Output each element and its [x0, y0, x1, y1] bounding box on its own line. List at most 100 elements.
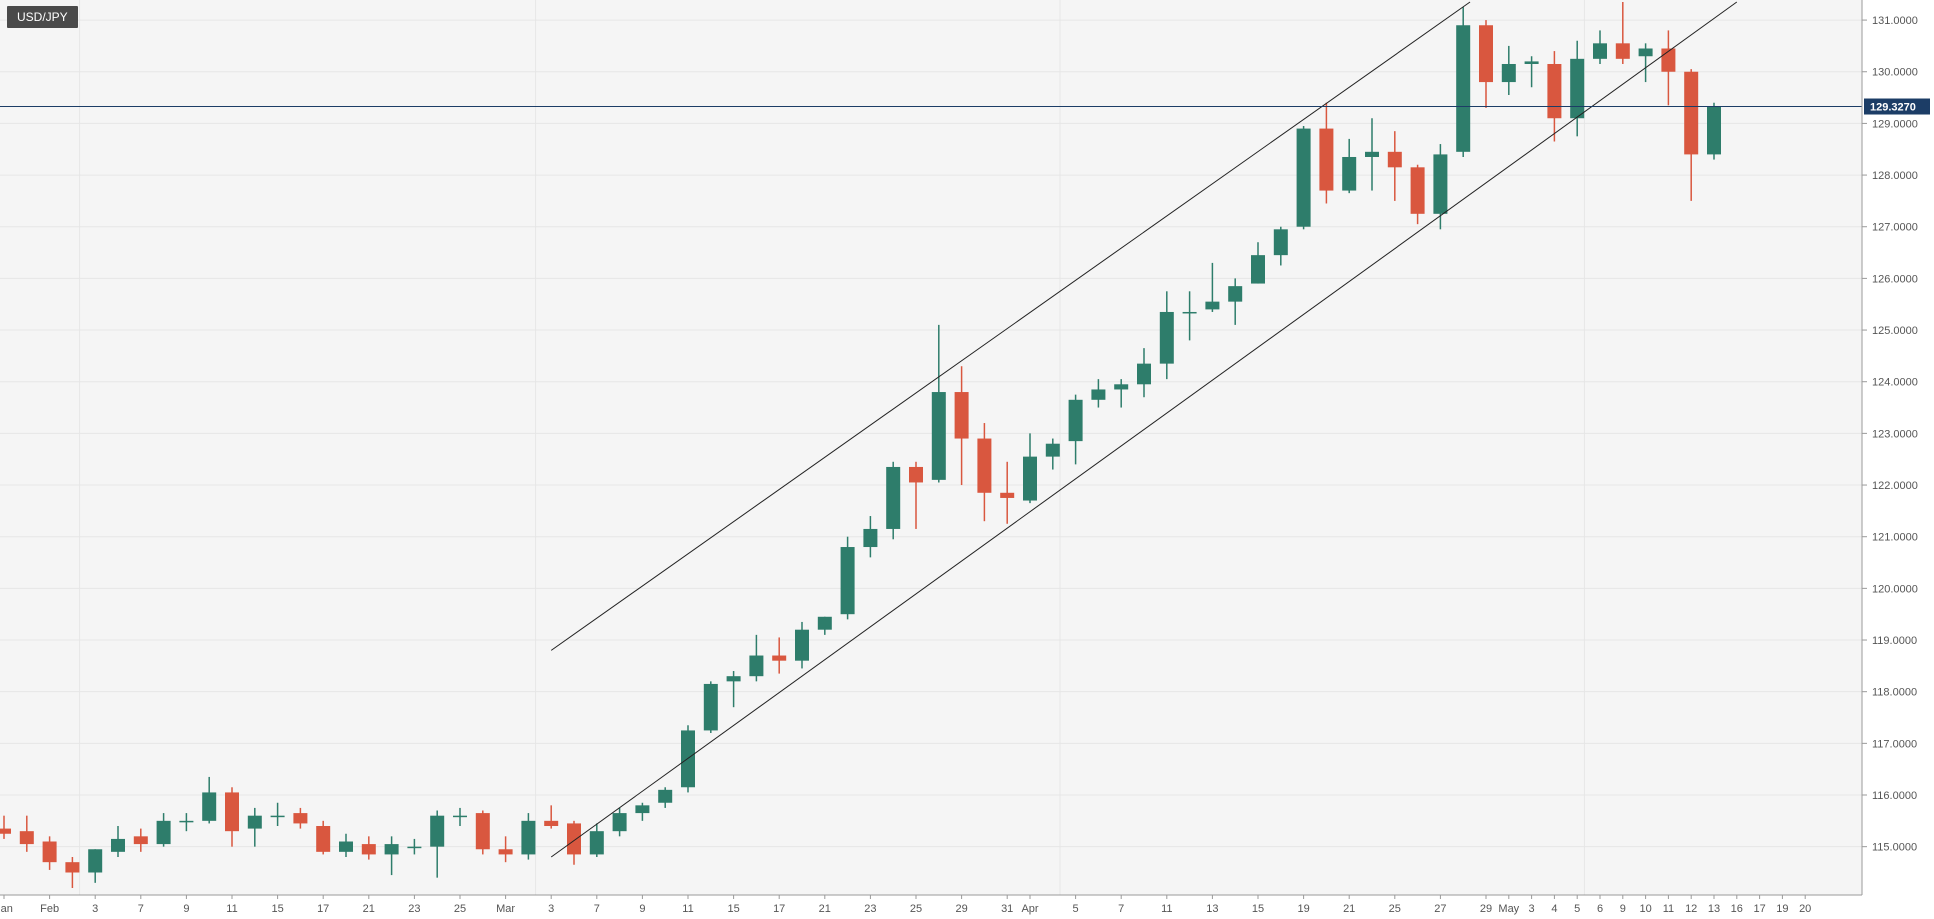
candle-body — [909, 466, 923, 483]
y-tick-label: 130.0000 — [1872, 67, 1918, 79]
x-tick-label: Feb — [40, 903, 59, 915]
candle-body — [247, 815, 262, 829]
candle-body — [1593, 43, 1607, 59]
y-tick-label: 126.0000 — [1872, 273, 1918, 285]
candle — [1182, 291, 1197, 341]
candle — [1273, 226, 1288, 266]
x-tick-label: 11 — [226, 903, 237, 915]
candle — [840, 536, 855, 620]
candle — [1137, 348, 1151, 398]
candle-body — [202, 792, 217, 821]
candle-body — [886, 466, 901, 529]
x-tick-label: 3 — [92, 903, 98, 915]
candle-body — [954, 392, 969, 439]
candle — [1205, 262, 1220, 312]
candle-body — [1000, 492, 1015, 498]
candle — [19, 815, 34, 852]
candle-body — [817, 616, 832, 630]
candle — [498, 836, 513, 863]
x-tick-label: Jan — [0, 903, 13, 915]
candle — [1387, 131, 1402, 201]
x-tick-label: 7 — [594, 903, 600, 915]
candle-body — [567, 823, 581, 855]
candle-body — [293, 813, 308, 824]
candle — [179, 813, 194, 832]
y-tick-label: 124.0000 — [1872, 377, 1918, 389]
candle-body — [384, 844, 399, 855]
current-price-label: 129.3270 — [1870, 102, 1916, 114]
candle-body — [475, 813, 490, 850]
lower-channel-line — [550, 1, 1738, 858]
y-tick-label: 118.0000 — [1872, 687, 1917, 699]
x-tick-label: 15 — [271, 903, 283, 915]
candle — [133, 828, 148, 852]
candle — [1319, 102, 1334, 204]
candle-body — [1456, 25, 1471, 152]
x-tick-label: 11 — [1161, 903, 1172, 915]
candle — [886, 461, 901, 540]
candle-body — [42, 841, 57, 863]
x-tick-label: 6 — [1597, 903, 1603, 915]
candle — [1570, 40, 1585, 137]
candle — [521, 813, 536, 860]
candle-body — [1501, 63, 1516, 83]
candle-body — [498, 849, 513, 855]
candle — [909, 461, 923, 529]
candle — [316, 820, 331, 855]
x-tick-label: 19 — [1776, 903, 1788, 915]
candle — [293, 807, 308, 829]
x-tick-label: 3 — [1529, 903, 1535, 915]
candle-body — [133, 836, 148, 845]
current-price-layer: 129.3270 — [0, 98, 1930, 115]
candle-body — [111, 838, 125, 852]
x-tick-label: 5 — [1073, 903, 1079, 915]
candle — [270, 802, 285, 827]
upper-channel-line — [550, 1, 1471, 651]
x-tick-label: 19 — [1297, 903, 1309, 915]
candle — [1114, 379, 1129, 408]
x-tick-label: 27 — [1434, 903, 1446, 915]
y-axis: 115.0000 116.0000 117.0000 118.0000 119.0000… — [1861, 0, 1918, 895]
candle-body — [225, 792, 239, 832]
candle — [247, 807, 262, 847]
y-tick-label: 127.0000 — [1872, 222, 1918, 234]
candle-body — [1045, 443, 1060, 457]
candle-body — [772, 655, 787, 661]
x-tick-label: 12 — [1685, 903, 1697, 915]
candle-body — [1182, 311, 1197, 314]
candle — [795, 621, 809, 669]
x-tick-label: 4 — [1551, 903, 1557, 915]
x-tick-label: 17 — [317, 903, 329, 915]
candle-body — [1638, 48, 1653, 57]
candle-body — [1091, 389, 1106, 400]
candle-body — [1137, 363, 1151, 385]
candle — [1661, 30, 1676, 106]
x-tick-label: 9 — [1620, 903, 1626, 915]
x-tick-label: 21 — [363, 903, 375, 915]
candle-body — [1365, 151, 1379, 157]
x-tick-label: 25 — [454, 903, 466, 915]
x-tick-label: 20 — [1799, 903, 1811, 915]
candle-body — [1524, 61, 1539, 64]
x-tick-label: Apr — [1021, 903, 1038, 915]
x-tick-label: 29 — [1480, 903, 1492, 915]
y-tick-label: 128.0000 — [1872, 170, 1918, 182]
x-tick-label: 11 — [1663, 903, 1674, 915]
candle — [1707, 102, 1721, 160]
candle — [863, 516, 878, 558]
candle-body — [931, 392, 946, 480]
y-tick-label: 131.0000 — [1872, 15, 1918, 27]
candle-body — [1661, 48, 1676, 72]
y-tick-label: 125.0000 — [1872, 325, 1918, 337]
candle-body — [1114, 384, 1129, 390]
candle — [1547, 51, 1562, 142]
candle — [225, 787, 239, 847]
x-tick-label: 13 — [1206, 903, 1218, 915]
candle-body — [1570, 58, 1585, 119]
candle-body — [453, 815, 467, 818]
candle-body — [270, 815, 285, 818]
candle-body — [1068, 399, 1083, 442]
candle-body — [0, 828, 11, 834]
x-tick-label: 25 — [910, 903, 922, 915]
